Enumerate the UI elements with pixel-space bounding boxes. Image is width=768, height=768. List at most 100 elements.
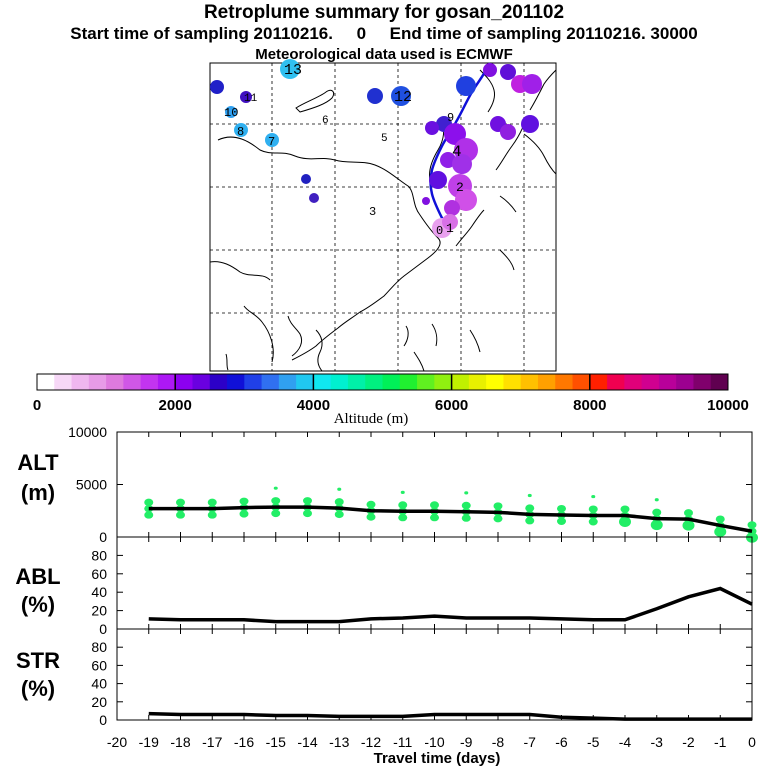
- altitude-point: [557, 517, 566, 525]
- colorbar-segment: [123, 374, 142, 390]
- x-tick-label: -19: [139, 734, 159, 750]
- altitude-point: [654, 498, 659, 502]
- marker-dot: [301, 174, 311, 184]
- colorbar-segment: [537, 374, 556, 390]
- y-tick-label: 5000: [76, 477, 107, 493]
- x-tick-label: -12: [361, 734, 381, 750]
- colorbar-tick-label: 10000: [707, 397, 749, 414]
- x-tick-label: -18: [170, 734, 190, 750]
- sampling-period: Start time of sampling 20110216. 0 End t…: [70, 24, 698, 43]
- marker-dot: [367, 88, 383, 104]
- colorbar-segment: [209, 374, 228, 390]
- colorbar-segment: [468, 374, 487, 390]
- marker-dot: [422, 197, 430, 205]
- panel-title: STR: [16, 648, 60, 673]
- x-tick-label: 0: [748, 734, 756, 750]
- panel-alt: ALT (m) 0 5000 10000: [17, 424, 758, 545]
- altitude-point: [271, 497, 281, 505]
- altitude-point: [588, 505, 598, 513]
- altitude-point: [303, 497, 312, 505]
- altitude-point: [619, 516, 631, 527]
- x-tick-label: -13: [329, 734, 349, 750]
- y-tick-label: 60: [91, 657, 107, 673]
- series-line: [148, 711, 752, 721]
- altitude-point: [398, 501, 408, 509]
- x-tick-label: -9: [460, 734, 473, 750]
- chart-title: Retroplume summary for gosan_201102: [203, 2, 565, 23]
- altitude-point: [620, 505, 630, 513]
- marker-dot: [309, 193, 319, 203]
- altitude-point: [144, 498, 154, 507]
- plume-markers: [210, 59, 542, 238]
- y-tick-label: 20: [91, 603, 107, 619]
- altitude-point: [430, 501, 439, 509]
- altitude-point: [271, 509, 281, 518]
- y-tick-label: 0: [99, 621, 107, 637]
- altitude-point: [273, 486, 278, 490]
- marker-dot: [240, 91, 252, 103]
- colorbar-segment: [520, 374, 539, 390]
- y-tick-label: 20: [91, 694, 107, 710]
- colorbar-segment: [261, 374, 280, 390]
- altitude-point: [682, 520, 695, 531]
- altitude-point: [303, 509, 312, 518]
- marker-label: 9: [447, 111, 454, 125]
- colorbar-segment: [347, 374, 366, 390]
- x-tick-label: -10: [424, 734, 444, 750]
- marker-dot: [442, 214, 458, 230]
- colorbar-tick-label: 0: [33, 397, 41, 414]
- marker-dot: [521, 115, 539, 133]
- colorbar-segment: [658, 374, 677, 390]
- altitude-point: [461, 514, 471, 522]
- marker-label: 1: [446, 221, 454, 236]
- series-line: [148, 586, 753, 624]
- colorbar-segment: [227, 374, 245, 390]
- altitude-colorbar: [36, 373, 729, 391]
- panel-abl: ABL (%) 0 20 40 60 80: [15, 536, 753, 637]
- colorbar-segment: [555, 374, 574, 390]
- retroplume-map: 13 10 11 12 9 8 7 6 5 4 3 2 1 0: [209, 59, 557, 372]
- colorbar-tick-label: 6000: [435, 397, 468, 414]
- x-tick-label: -6: [555, 734, 568, 750]
- met-data-note: Meteorological data used is ECMWF: [255, 46, 513, 63]
- panel-title: ALT: [17, 450, 59, 475]
- colorbar-segment: [37, 374, 55, 390]
- marker-dot: [280, 59, 300, 79]
- y-tick-label: 40: [91, 676, 107, 692]
- x-tick-label: -7: [524, 734, 537, 750]
- x-tick-label: -4: [619, 734, 632, 750]
- x-tick-label: -8: [492, 734, 505, 750]
- altitude-point: [400, 490, 405, 494]
- y-tick-label: 40: [91, 584, 107, 600]
- series-line: [148, 505, 753, 533]
- marker-dot: [429, 171, 447, 189]
- altitude-point: [207, 511, 217, 519]
- altitude-point: [652, 508, 662, 517]
- x-tick-label: -5: [587, 734, 600, 750]
- marker-label: 8: [237, 125, 244, 139]
- altitude-point: [715, 515, 725, 523]
- altitude-point: [527, 493, 532, 498]
- colorbar-segment: [313, 374, 332, 390]
- x-tick-label: -20: [107, 734, 127, 750]
- altitude-point: [525, 517, 535, 525]
- colorbar-segment: [417, 374, 435, 390]
- marker-dot: [425, 121, 439, 135]
- altitude-point: [493, 514, 503, 523]
- colorbar-segment: [140, 374, 159, 390]
- altitude-point: [176, 511, 185, 519]
- marker-label: 13: [284, 62, 302, 79]
- colorbar-segment: [71, 374, 90, 390]
- marker-dot: [455, 189, 477, 211]
- y-tick-label: 80: [91, 639, 107, 655]
- colorbar-segment: [693, 374, 712, 390]
- x-tick-label: -17: [202, 734, 222, 750]
- marker-dot: [444, 200, 460, 216]
- marker-label: 10: [224, 106, 238, 120]
- panel-title: ABL: [15, 564, 60, 589]
- altitude-point: [398, 513, 408, 522]
- colorbar-segment: [330, 374, 349, 390]
- colorbar-frame: [36, 373, 729, 391]
- y-tick-label: 0: [99, 529, 107, 545]
